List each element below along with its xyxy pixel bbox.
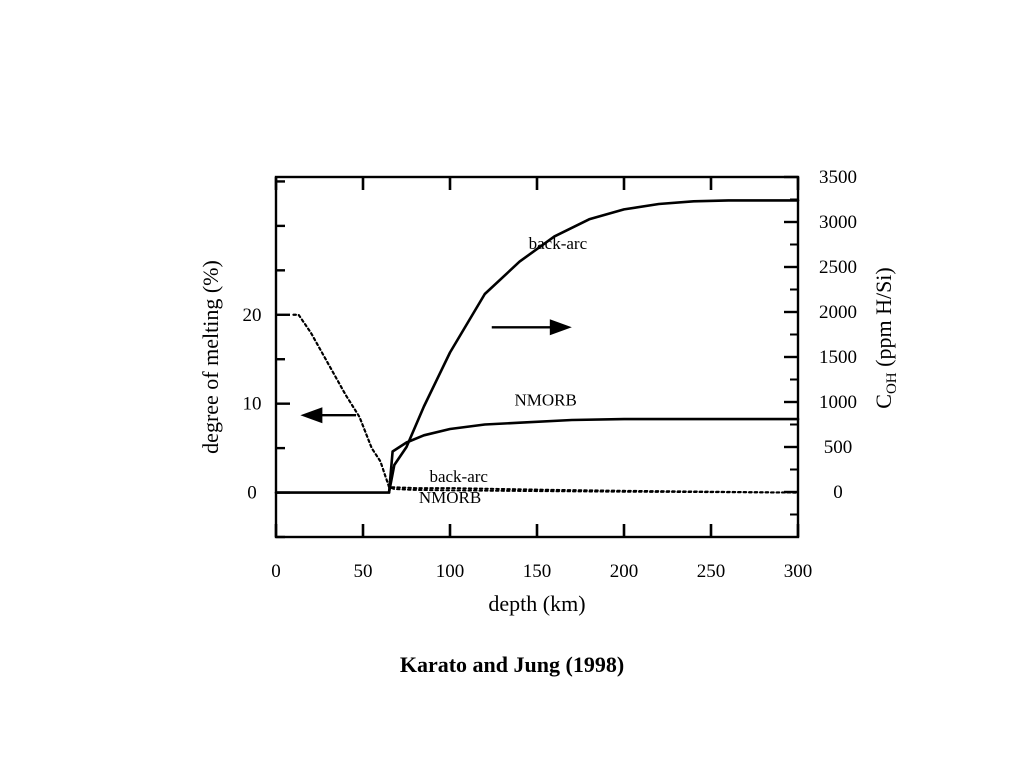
x-axis-title: depth (km): [488, 591, 585, 616]
x-tick-label: 150: [523, 561, 552, 582]
y-right-tick-label: 3000: [819, 212, 857, 233]
y-right-tick-label: 1000: [819, 392, 857, 413]
label-nmorb: NMORB: [419, 488, 481, 507]
x-tick-label: 50: [354, 561, 373, 582]
arrows: [300, 319, 572, 424]
label-back-arc: back-arc: [429, 467, 488, 486]
y-right-title-base: C: [871, 394, 896, 409]
x-tick-label: 200: [610, 561, 639, 582]
y-right-title-rest: (ppm H/Si): [871, 267, 896, 372]
arrow-head-right: [549, 319, 572, 336]
y-right-title-sub: OH: [884, 372, 900, 394]
y-left-axis-title: degree of melting (%): [198, 260, 223, 454]
y-right-tick-label: 2500: [819, 257, 857, 278]
x-tick-label: 300: [784, 561, 813, 582]
arrow-head-left: [300, 407, 323, 424]
label-back-arc: back-arc: [529, 234, 588, 253]
plot-border: [274, 175, 800, 539]
y-left-tick-label: 10: [243, 394, 262, 415]
y-right-tick-label: 500: [824, 437, 853, 458]
series-line-nmorb-solid: [387, 417, 800, 494]
series-line-back-arc-solid: [387, 199, 800, 494]
series-line-nmorb-dotted: [292, 313, 799, 494]
y-right-axis-title: COH (ppm H/Si): [871, 267, 900, 408]
series-lines: [274, 199, 800, 494]
y-right-tick-label: 2000: [819, 302, 857, 323]
y-right-tick-label: 0: [833, 482, 843, 503]
tick-labels: 0 50 100 150 200 250 3000102005001000150020002…: [243, 167, 858, 582]
x-tick-label: 100: [436, 561, 465, 582]
figure-caption: Karato and Jung (1998): [399, 652, 625, 677]
x-tick-label: 0: [271, 561, 281, 582]
axis-ticks: [274, 175, 800, 539]
plot-frame: [274, 175, 800, 539]
y-left-tick-label: 0: [247, 483, 257, 504]
y-right-tick-label: 3500: [819, 167, 857, 188]
y-left-tick-label: 20: [243, 305, 262, 326]
y-right-tick-label: 1500: [819, 347, 857, 368]
label-nmorb: NMORB: [515, 391, 577, 410]
annotations: back-arc NMORB back-arc NMORB: [419, 234, 588, 507]
x-tick-label: 250: [697, 561, 726, 582]
